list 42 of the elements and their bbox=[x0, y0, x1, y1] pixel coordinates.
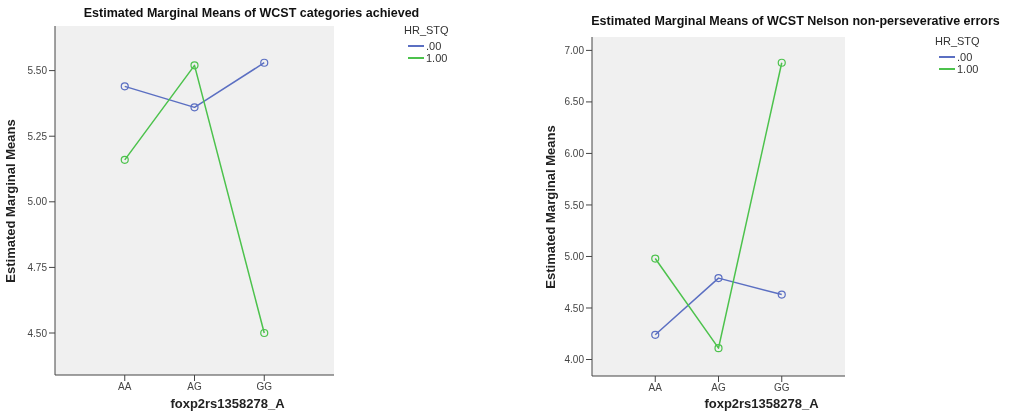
legend-label: 1.00 bbox=[426, 52, 448, 64]
x-tick-label: GG bbox=[256, 381, 273, 393]
point bbox=[651, 254, 660, 263]
point bbox=[260, 58, 269, 67]
point bbox=[714, 344, 723, 353]
x-tick-label: AA bbox=[648, 382, 663, 394]
y-tick-label: 5.50 bbox=[564, 199, 585, 211]
x-axis-title: foxp2rs1358278_A bbox=[703, 396, 820, 411]
y-tick-label: 5.00 bbox=[564, 251, 585, 263]
x-axis-title: foxp2rs1358278_A bbox=[169, 396, 286, 411]
x-tick-label: GG bbox=[773, 382, 790, 394]
y-tick-label: 5.00 bbox=[27, 196, 48, 208]
chart-title: Estimated Marginal Means of WCST categories achieved bbox=[82, 6, 421, 20]
y-axis-title: Estimated Marginal Means bbox=[2, 118, 18, 283]
legend-label: 1.00 bbox=[957, 63, 979, 75]
point bbox=[777, 290, 786, 299]
point bbox=[777, 58, 786, 67]
point bbox=[260, 328, 269, 338]
legend-label: .00 bbox=[426, 40, 442, 52]
chart-title: Estimated Marginal Means of WCST Nelson non-perseverative errors bbox=[590, 14, 1001, 28]
y-tick-label: 5.25 bbox=[27, 130, 48, 142]
y-tick-label: 4.75 bbox=[27, 261, 48, 273]
y-tick-label: 5.50 bbox=[27, 65, 48, 77]
legend-title: HR_STQ bbox=[404, 24, 450, 36]
point bbox=[120, 155, 129, 164]
y-tick-label: 4.00 bbox=[564, 354, 585, 366]
x-tick-label: AG bbox=[187, 381, 202, 393]
y-tick-label: 4.50 bbox=[564, 302, 585, 314]
y-tick-label: 6.00 bbox=[564, 147, 585, 159]
x-tick-label: AA bbox=[118, 381, 132, 393]
y-tick-label: 6.50 bbox=[564, 96, 585, 108]
legend-title: HR_STQ bbox=[935, 35, 981, 47]
point bbox=[651, 330, 660, 339]
y-axis-title: Estimated Marginal Means bbox=[542, 124, 558, 289]
x-tick-label: AG bbox=[711, 382, 726, 394]
y-tick-label: 4.50 bbox=[27, 327, 48, 339]
legend-label: .00 bbox=[957, 51, 973, 63]
point bbox=[190, 61, 199, 70]
point bbox=[190, 103, 199, 112]
point bbox=[714, 274, 723, 283]
point bbox=[120, 82, 129, 91]
y-tick-label: 7.00 bbox=[564, 44, 585, 56]
